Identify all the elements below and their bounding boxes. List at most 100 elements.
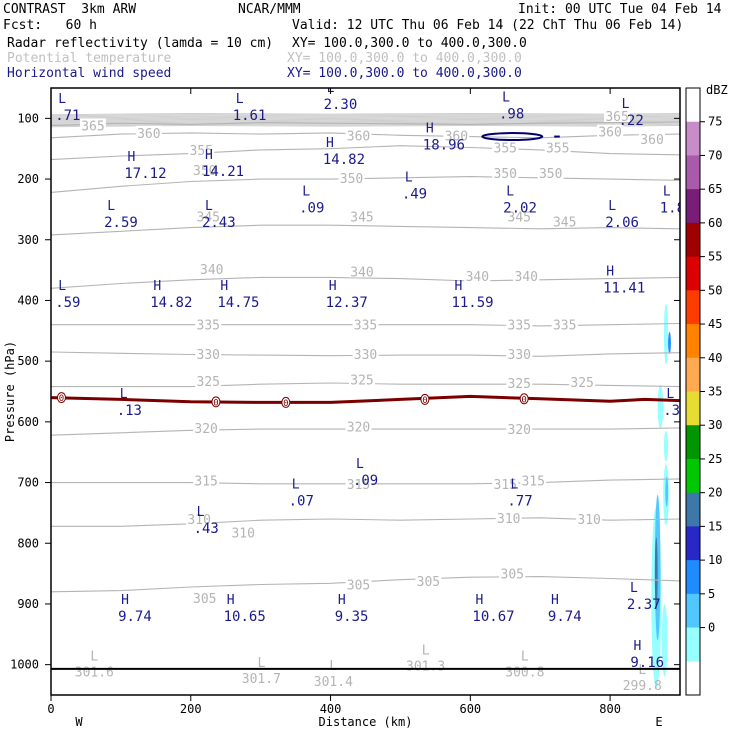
wind-high-marker: H xyxy=(220,279,228,294)
theta-contour-label: 315 xyxy=(521,475,544,490)
field-wind-xy: XY= 100.0,300.0 to 400.0,300.0 xyxy=(287,66,522,81)
zero-contour-label-bg xyxy=(519,393,529,405)
field-wind-label: Horizontal wind speed xyxy=(7,66,172,81)
zero-contour-label: 0 xyxy=(283,399,288,409)
field-reflectivity-xy: XY= 100.0,300.0 to 400.0,300.0 xyxy=(292,36,527,51)
colorbar-swatch xyxy=(686,560,700,595)
theta-contour-label: 360 xyxy=(445,129,468,144)
theta-label-bg xyxy=(345,476,372,490)
colorbar-label: 55 xyxy=(708,250,722,264)
theta-low-marker: L xyxy=(329,659,337,674)
theta-contour-label: 310 xyxy=(577,513,600,528)
theta-contour-label: 320 xyxy=(194,422,217,437)
zero-contour-label: 0 xyxy=(59,394,64,404)
theta-label-bg xyxy=(576,511,603,525)
wind-low-value: .77 xyxy=(507,494,532,510)
colorbar-swatch xyxy=(686,290,700,325)
wind-high-marker: H xyxy=(551,593,559,608)
theta-contour-label: 350 xyxy=(193,164,216,179)
theta-low-value: 301.4 xyxy=(314,675,353,690)
theta-contour-label: 340 xyxy=(515,270,538,285)
theta-label-bg xyxy=(506,346,533,360)
wind-low-marker: L xyxy=(205,199,213,214)
theta-label-bg xyxy=(569,374,596,388)
wind-low-value: 2.06 xyxy=(605,215,639,231)
colorbar-swatch xyxy=(686,627,700,662)
theta-contour-label: 365 xyxy=(605,110,628,125)
wind-low-marker: L xyxy=(58,92,66,107)
theta-label-bg xyxy=(198,261,225,275)
wind-high-value: 9.16 xyxy=(630,655,664,671)
wind-high-value: 12.37 xyxy=(326,295,368,311)
colorbar-label: 50 xyxy=(708,283,722,297)
theta-contour-label: 340 xyxy=(350,265,373,280)
field-theta-label: Potential temperature xyxy=(7,51,172,66)
wind-low-value: .98 xyxy=(499,106,524,122)
theta-contour-label: 305 xyxy=(501,568,524,583)
theta-label-bg xyxy=(186,511,213,525)
wind-low-value: .49 xyxy=(402,186,427,202)
theta-contour-label: 335 xyxy=(508,319,531,334)
wind-low-value: .71 xyxy=(55,108,80,124)
theta-contour-label: 350 xyxy=(539,167,562,182)
theta-label-bg xyxy=(537,165,564,179)
theta-label-bg xyxy=(349,209,376,223)
theta-contour-label: 320 xyxy=(347,421,370,436)
wind-low-value: .09 xyxy=(299,200,324,216)
theta-contour-355 xyxy=(51,145,680,161)
wind-high-value: 14.21 xyxy=(202,164,244,180)
colorbar-swatch xyxy=(686,357,700,392)
theta-label-bg xyxy=(506,422,533,436)
theta-label-bg xyxy=(443,128,470,142)
theta-contour-365 xyxy=(51,121,680,127)
theta-contour-label: 335 xyxy=(197,319,220,334)
zero-contour-label-bg xyxy=(56,392,66,404)
theta-contour-label: 340 xyxy=(466,270,489,285)
reflectivity-cell xyxy=(654,537,658,611)
reflectivity-cell xyxy=(668,332,671,354)
theta-label-bg xyxy=(506,317,533,331)
colorbar-label: 5 xyxy=(708,587,715,601)
colorbar-label: 15 xyxy=(708,519,722,533)
theta-contour-label: 350 xyxy=(340,172,363,187)
wind-low-value: .13 xyxy=(117,403,142,419)
init-time: Init: 00 UTC Tue 04 Feb 14 xyxy=(518,2,722,17)
wind-high-marker: H xyxy=(455,279,463,294)
x-tick-label: 600 xyxy=(459,702,481,716)
x-axis-title: Distance (km) xyxy=(319,715,413,729)
y-tick-label: 600 xyxy=(17,415,39,429)
wind-high-value: 14.75 xyxy=(217,295,259,311)
theta-contour-label: 335 xyxy=(354,319,377,334)
theta-contour-label: 340 xyxy=(200,263,223,278)
wind-high-marker: H xyxy=(633,639,641,654)
wind-low-marker: L xyxy=(510,478,518,493)
y-tick-label: 800 xyxy=(17,536,39,550)
wind-high-marker: H xyxy=(153,279,161,294)
wind-low-marker: L xyxy=(506,184,514,199)
x-tick-label: 0 xyxy=(47,702,54,716)
forecast-hour: Fcst: 60 h xyxy=(3,18,97,33)
colorbar-swatch xyxy=(686,492,700,527)
theta-label-bg xyxy=(349,264,376,278)
wind-high-value: 10.67 xyxy=(472,609,514,625)
colorbar-swatch xyxy=(686,661,700,696)
theta-label-bg xyxy=(195,374,222,388)
wind-low-marker: L xyxy=(666,387,674,402)
colorbar-label: 30 xyxy=(708,418,722,432)
theta-low-marker: L xyxy=(521,650,529,665)
theta-contour-label: 345 xyxy=(508,211,531,226)
wind-high-marker: H xyxy=(326,136,334,151)
theta-contour-340 xyxy=(51,276,680,289)
plot-frame xyxy=(50,87,681,696)
theta-label-bg xyxy=(338,170,365,184)
theta-label-bg xyxy=(191,590,218,604)
x-tick-label: 800 xyxy=(599,702,621,716)
wind-high-value: 11.59 xyxy=(451,295,493,311)
theta-label-bg xyxy=(193,420,220,434)
zero-contour-label: 0 xyxy=(213,398,218,408)
theta-label-bg xyxy=(188,142,215,156)
theta-label-bg xyxy=(492,140,519,154)
colorbar-swatch xyxy=(686,121,700,156)
theta-contour-label: 330 xyxy=(354,348,377,363)
theta-low-value: 299.8 xyxy=(623,679,662,694)
